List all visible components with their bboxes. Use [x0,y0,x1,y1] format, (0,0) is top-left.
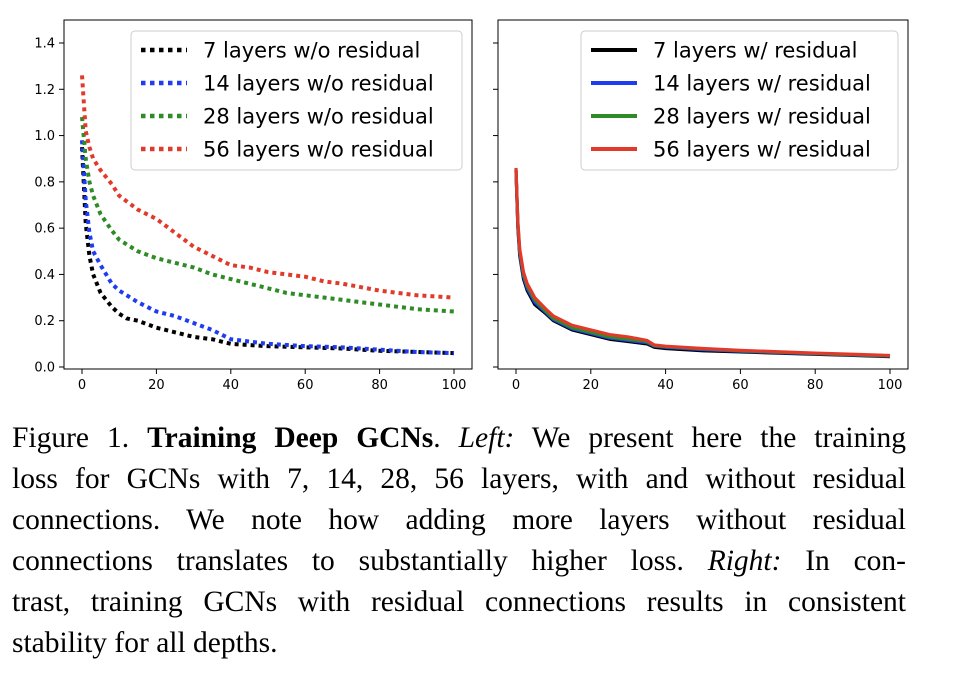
figure-charts: 0 20 40 60 80 100 0.0 0.2 0.4 0.6 0.8 1.0 1.2 1.4 7 la… [34,19,909,393]
caption-line-4: connections translates to substantially … [12,541,906,582]
caption-line-1: Figure 1. Training Deep GCNs. Left: We p… [12,418,906,459]
left-series-4 [80,75,455,300]
left-y-tick-label: 0.2 [34,314,55,329]
caption-punct: . [433,422,459,454]
caption-text: In con- [781,545,906,577]
right-x-tick-label: 20 [583,378,600,393]
left-y-tick-label: 1.0 [34,129,55,144]
left-legend-label-4: 56 layers w/o residual [203,138,434,162]
left-series-1 [80,147,455,356]
left-legend-box [130,30,463,171]
left-y-tick-label: 0.8 [34,175,55,190]
right-x-tick-label: 40 [657,378,674,393]
left-y-tick-label: 0.4 [34,268,55,283]
right-legend-label-4: 56 layers w/ residual [653,138,871,162]
right-legend-box [580,30,899,171]
left-x-tick-label: 20 [148,378,165,393]
right-axes-frame [497,19,909,370]
caption-line-6: stability for all depths. [12,627,278,659]
right-x-tick-label: 0 [512,378,520,393]
right-x-tick-label: 60 [732,378,749,393]
left-y-tick-label: 0.0 [34,361,55,376]
left-axes-frame [63,19,473,370]
caption-line-3: connections. We note how adding more lay… [12,504,906,536]
right-chart: 0 20 40 60 80 100 7 layers w/ residual 14 layer… [493,19,909,393]
left-x-tick-label: 60 [297,378,314,393]
right-series-4 [514,167,891,358]
left-legend-label-1: 7 layers w/o residual [203,39,420,63]
left-legend-label-3: 28 layers w/o residual [203,105,434,129]
right-x-tick-label: 100 [878,378,903,393]
left-y-tick-label: 0.6 [34,222,55,237]
left-x-tick-label: 80 [371,378,388,393]
left-x-tick-label: 100 [442,378,467,393]
right-legend-label-2: 14 layers w/ residual [653,72,871,96]
caption-line-2: loss for GCNs with 7, 14, 28, 56 layers,… [12,463,906,495]
figure-caption: Figure 1. Training Deep GCNs. Left: We p… [12,418,906,664]
right-label: Right: [707,545,782,577]
caption-text: We present here the training [514,422,907,454]
caption-line-5: trast, training GCNs with residual conne… [12,586,906,618]
right-x-tick-label: 80 [807,378,824,393]
left-chart: 0 20 40 60 80 100 0.0 0.2 0.4 0.6 0.8 1.0 1.2 1.4 7 la… [34,19,473,393]
left-label: Left: [458,422,515,454]
right-legend-label-3: 28 layers w/ residual [653,105,871,129]
left-y-tick-label: 1.4 [34,37,55,52]
right-series-3 [514,170,891,358]
figure-title: Training Deep GCNs [147,422,434,454]
left-series-3 [80,116,455,314]
left-series-2 [80,140,455,356]
figure-label: Figure 1. [12,422,130,454]
left-y-tick-label: 1.2 [34,83,55,98]
left-legend-label-2: 14 layers w/o residual [203,72,434,96]
left-x-tick-label: 40 [223,378,240,393]
left-x-tick-label: 0 [78,378,86,393]
right-legend-label-1: 7 layers w/ residual [653,39,857,63]
caption-text: connections translates to substantially … [12,545,708,577]
